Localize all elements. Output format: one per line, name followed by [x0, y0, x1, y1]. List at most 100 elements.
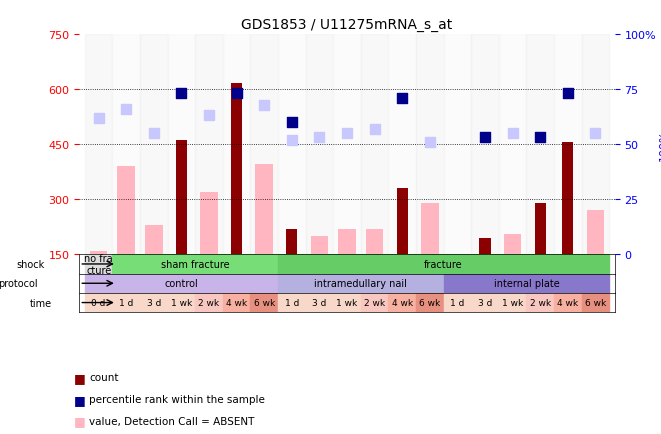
Text: fracture: fracture [424, 260, 463, 270]
Bar [85, 35, 112, 255]
Point [563, 90, 573, 97]
Text: 6 wk: 6 wk [419, 298, 440, 307]
Bar [338, 229, 356, 255]
Point [204, 112, 214, 119]
Bar [251, 35, 278, 255]
Text: 1 wk: 1 wk [502, 298, 524, 307]
Point [286, 119, 297, 126]
Point [480, 134, 490, 141]
Text: 2 wk: 2 wk [529, 298, 551, 307]
Bar [278, 274, 444, 293]
Bar [444, 35, 471, 255]
Point [93, 115, 104, 122]
Text: 1 d: 1 d [450, 298, 465, 307]
Y-axis label: protocol: protocol [0, 279, 38, 289]
Bar [278, 255, 609, 274]
Bar [499, 293, 526, 312]
Point [397, 95, 408, 102]
Point [149, 130, 159, 137]
Bar [112, 255, 278, 274]
Point [314, 134, 325, 141]
Bar [195, 293, 223, 312]
Text: 3 d: 3 d [312, 298, 327, 307]
Bar [255, 165, 273, 255]
Bar [582, 293, 609, 312]
Bar [223, 293, 251, 312]
Text: 1 d: 1 d [285, 298, 299, 307]
Bar [305, 293, 333, 312]
Bar [499, 35, 526, 255]
Bar [278, 293, 305, 312]
Point [369, 127, 380, 134]
Point [508, 130, 518, 137]
Bar [421, 204, 439, 255]
Point [590, 130, 601, 137]
Text: 2 wk: 2 wk [198, 298, 219, 307]
Text: 6 wk: 6 wk [254, 298, 275, 307]
Bar [333, 35, 361, 255]
Bar [397, 189, 408, 255]
Bar [231, 84, 242, 255]
Bar [140, 35, 168, 255]
Text: control: control [165, 279, 198, 289]
Text: ■: ■ [73, 371, 85, 384]
Bar [90, 251, 108, 255]
Bar [586, 211, 604, 255]
Bar [305, 35, 333, 255]
Y-axis label: shock: shock [17, 260, 44, 270]
Bar [85, 255, 112, 274]
Bar [361, 35, 389, 255]
Bar [535, 204, 546, 255]
Text: 1 wk: 1 wk [336, 298, 358, 307]
Text: percentile rank within the sample: percentile rank within the sample [89, 395, 265, 404]
Bar [311, 237, 329, 255]
Text: 1 wk: 1 wk [171, 298, 192, 307]
Text: internal plate: internal plate [494, 279, 559, 289]
Bar [85, 274, 278, 293]
Bar [251, 293, 278, 312]
Bar [471, 35, 499, 255]
Bar [361, 293, 389, 312]
Bar [526, 293, 554, 312]
Bar [366, 229, 383, 255]
Bar [145, 225, 163, 255]
Text: no fra
cture: no fra cture [85, 253, 113, 275]
Point [535, 134, 545, 141]
Text: sham fracture: sham fracture [161, 260, 229, 270]
Y-axis label: time: time [30, 298, 52, 308]
Bar [176, 141, 187, 255]
Point [424, 139, 435, 146]
Point [121, 106, 132, 113]
Bar [479, 238, 490, 255]
Point [286, 138, 297, 145]
Text: 3 d: 3 d [147, 298, 161, 307]
Text: ■: ■ [73, 393, 85, 406]
Bar [416, 35, 444, 255]
Text: 3 d: 3 d [478, 298, 492, 307]
Bar [112, 293, 140, 312]
Bar [554, 293, 582, 312]
Bar [200, 192, 218, 255]
Bar [554, 35, 582, 255]
Bar [140, 293, 168, 312]
Text: intramedullary nail: intramedullary nail [315, 279, 407, 289]
Bar [444, 274, 609, 293]
Bar [195, 35, 223, 255]
Text: count: count [89, 373, 119, 382]
Bar [118, 167, 135, 255]
Bar [444, 293, 471, 312]
Title: GDS1853 / U11275mRNA_s_at: GDS1853 / U11275mRNA_s_at [241, 18, 453, 32]
Point [342, 130, 352, 137]
Text: ■: ■ [73, 414, 85, 427]
Bar [471, 293, 499, 312]
Bar [563, 143, 573, 255]
Bar [168, 293, 195, 312]
Text: 1 d: 1 d [119, 298, 134, 307]
Text: 6 wk: 6 wk [585, 298, 606, 307]
Text: 4 wk: 4 wk [226, 298, 247, 307]
Y-axis label: 100%: 100% [659, 129, 661, 161]
Bar [112, 35, 140, 255]
Bar [85, 293, 112, 312]
Bar [168, 35, 195, 255]
Bar [416, 293, 444, 312]
